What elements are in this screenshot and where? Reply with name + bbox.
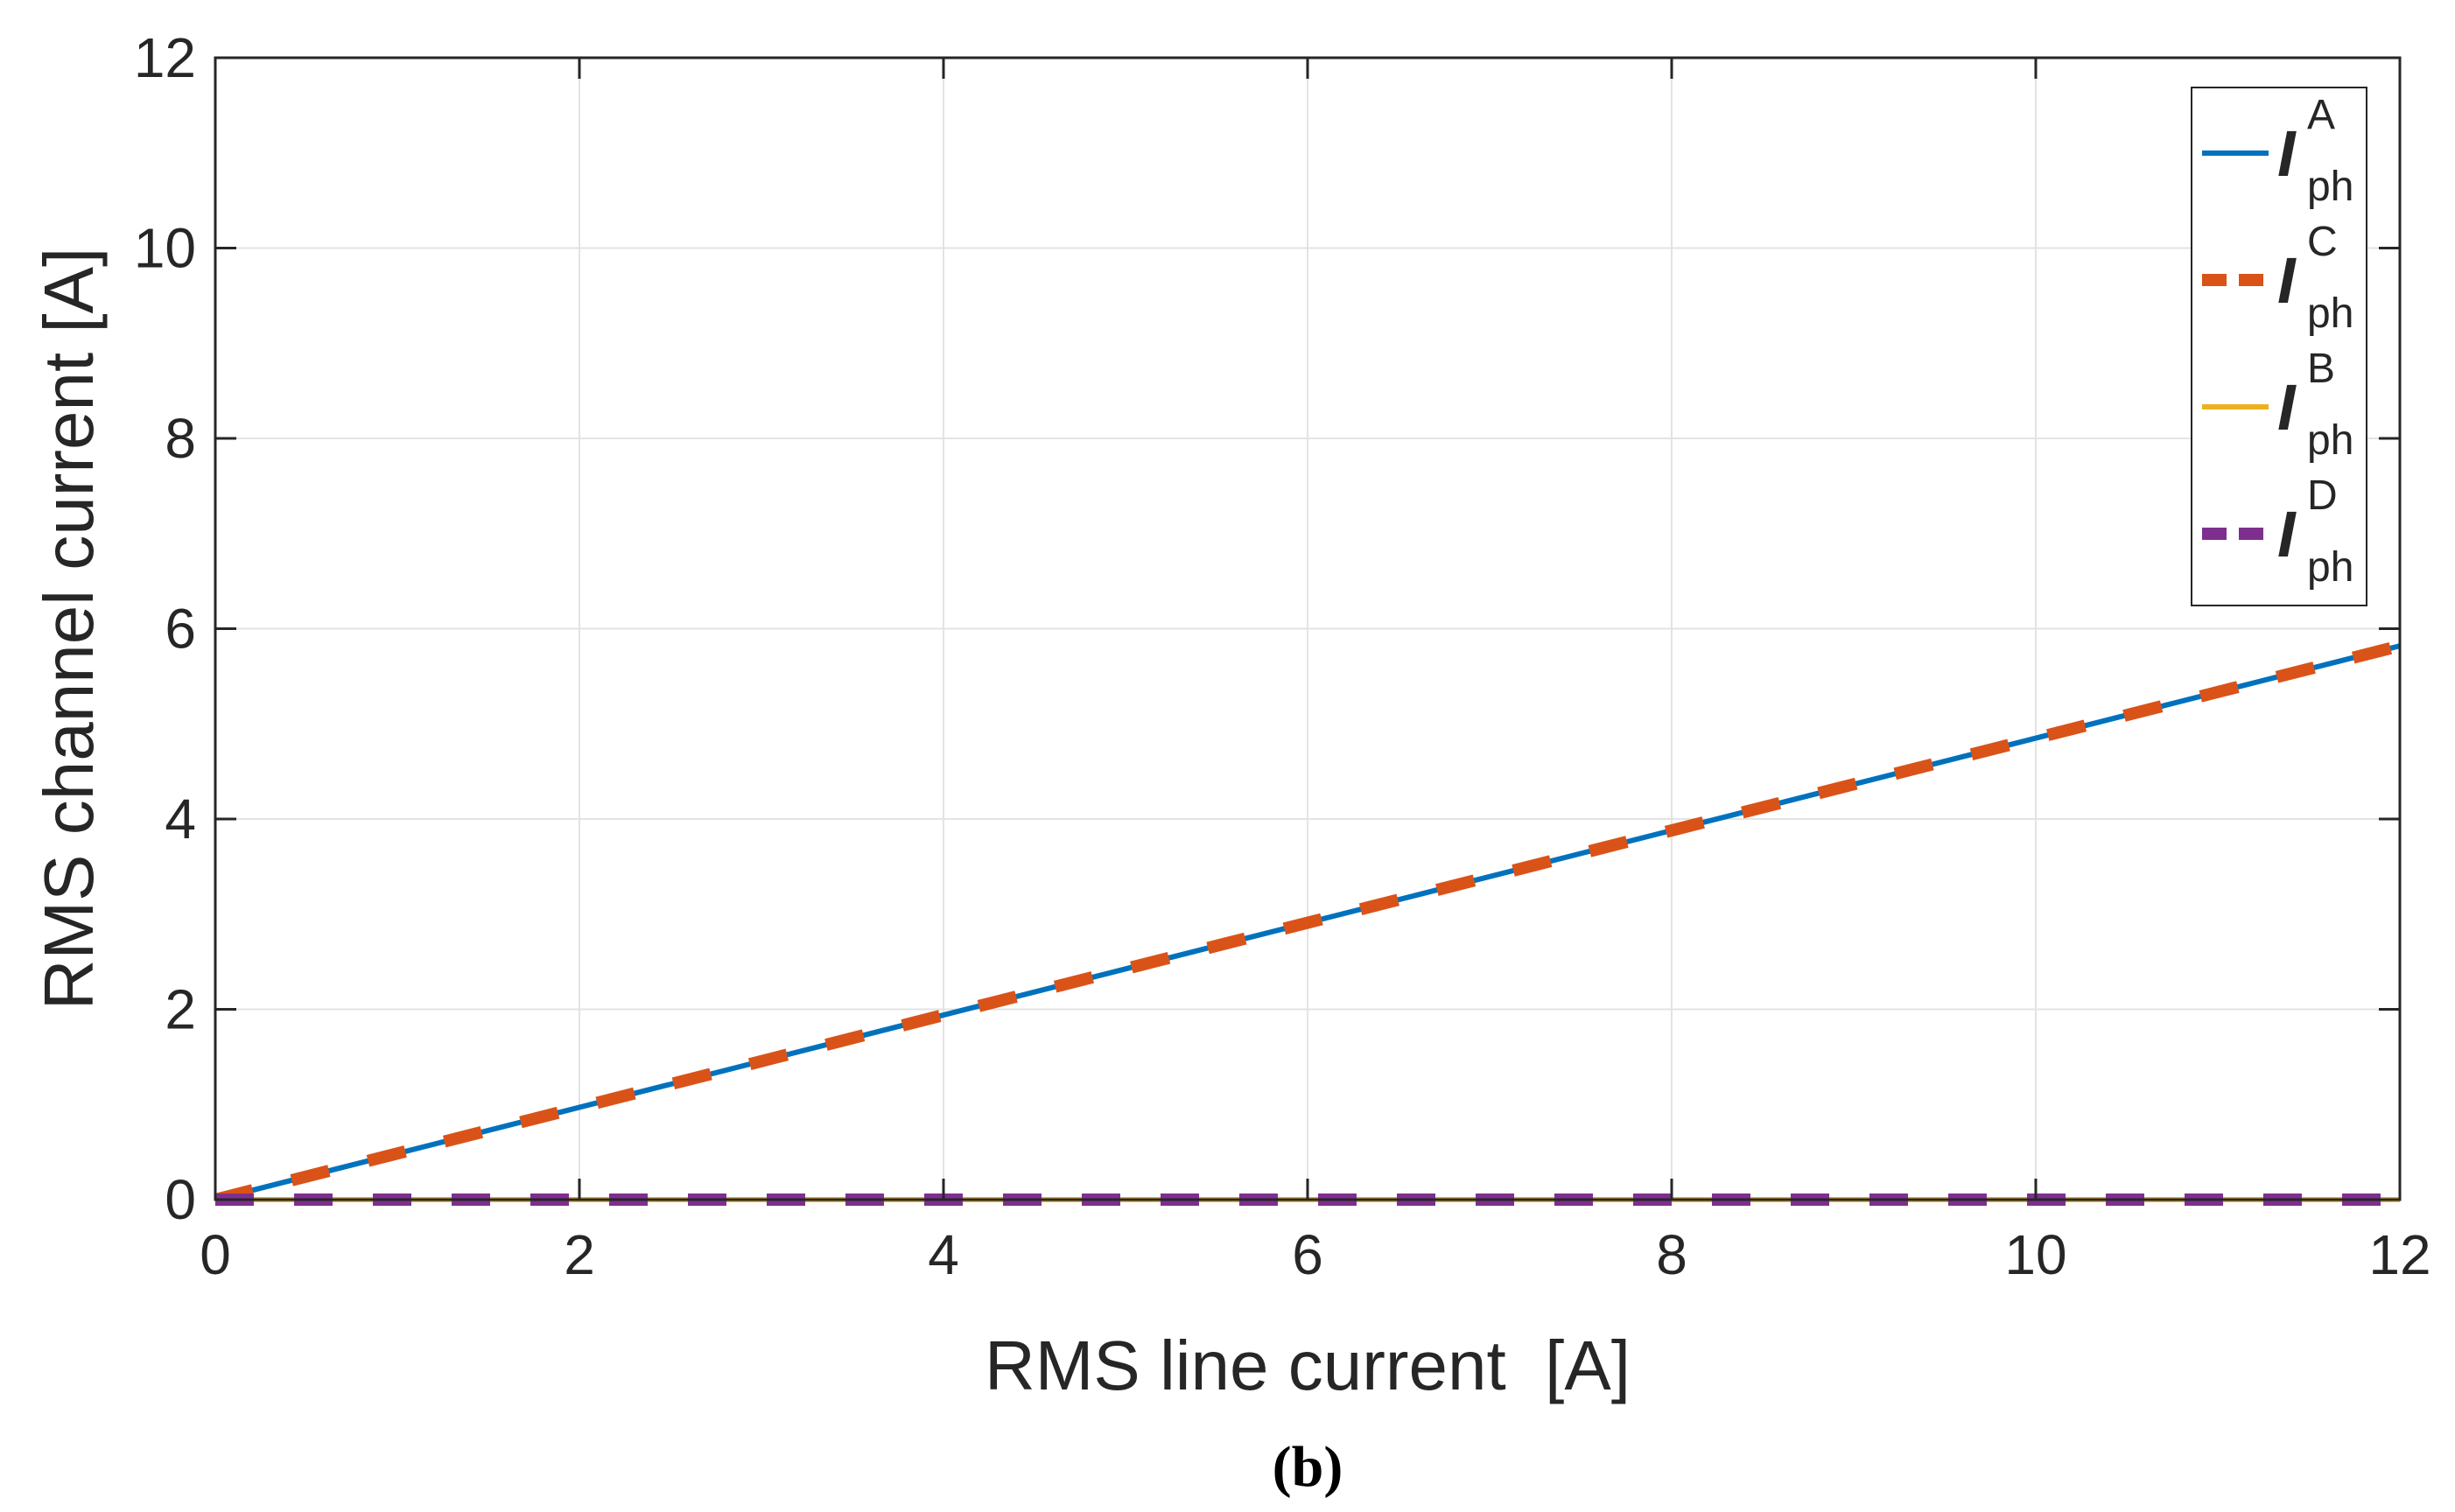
legend-superscript: D bbox=[2307, 472, 2338, 519]
y-tick-label: 0 bbox=[165, 1168, 196, 1231]
legend-subscript: ph bbox=[2307, 164, 2353, 210]
x-tick-label: 8 bbox=[1656, 1223, 1687, 1286]
x-tick-label: 2 bbox=[564, 1223, 595, 1286]
axis-ticks: 0 2 4 6 8 10 12 0 2 4 6 8 10 12 bbox=[134, 26, 2431, 1286]
legend-symbol: I bbox=[2277, 117, 2297, 190]
y-tick-label: 6 bbox=[165, 598, 196, 661]
panel-label: (b) bbox=[1273, 1435, 1343, 1499]
y-tick-label: 10 bbox=[134, 217, 196, 280]
y-tick-label: 4 bbox=[165, 788, 196, 850]
x-tick-label: 10 bbox=[2004, 1223, 2066, 1286]
y-axis-title: RMS channel current [A] bbox=[30, 248, 108, 1010]
x-tick-label: 12 bbox=[2368, 1223, 2430, 1286]
x-tick-label: 4 bbox=[928, 1223, 959, 1286]
y-tick-label: 12 bbox=[134, 26, 196, 89]
legend-superscript: A bbox=[2307, 92, 2335, 138]
legend-subscript: ph bbox=[2307, 290, 2353, 337]
legend-symbol: I bbox=[2277, 498, 2297, 570]
legend-superscript: B bbox=[2307, 346, 2335, 392]
legend-box bbox=[2191, 87, 2367, 606]
series-line-2 bbox=[214, 640, 2402, 1206]
x-axis-title: RMS line current [A] bbox=[985, 1326, 1631, 1404]
x-tick-label: 0 bbox=[200, 1223, 231, 1286]
legend-subscript: ph bbox=[2307, 417, 2353, 464]
legend-subscript: ph bbox=[2307, 544, 2353, 591]
y-tick-label: 2 bbox=[165, 978, 196, 1041]
y-tick-label: 8 bbox=[165, 407, 196, 470]
legend-superscript: C bbox=[2307, 219, 2338, 265]
x-tick-label: 6 bbox=[1292, 1223, 1323, 1286]
legend-symbol: I bbox=[2277, 244, 2297, 317]
legend-symbol: I bbox=[2277, 371, 2297, 444]
